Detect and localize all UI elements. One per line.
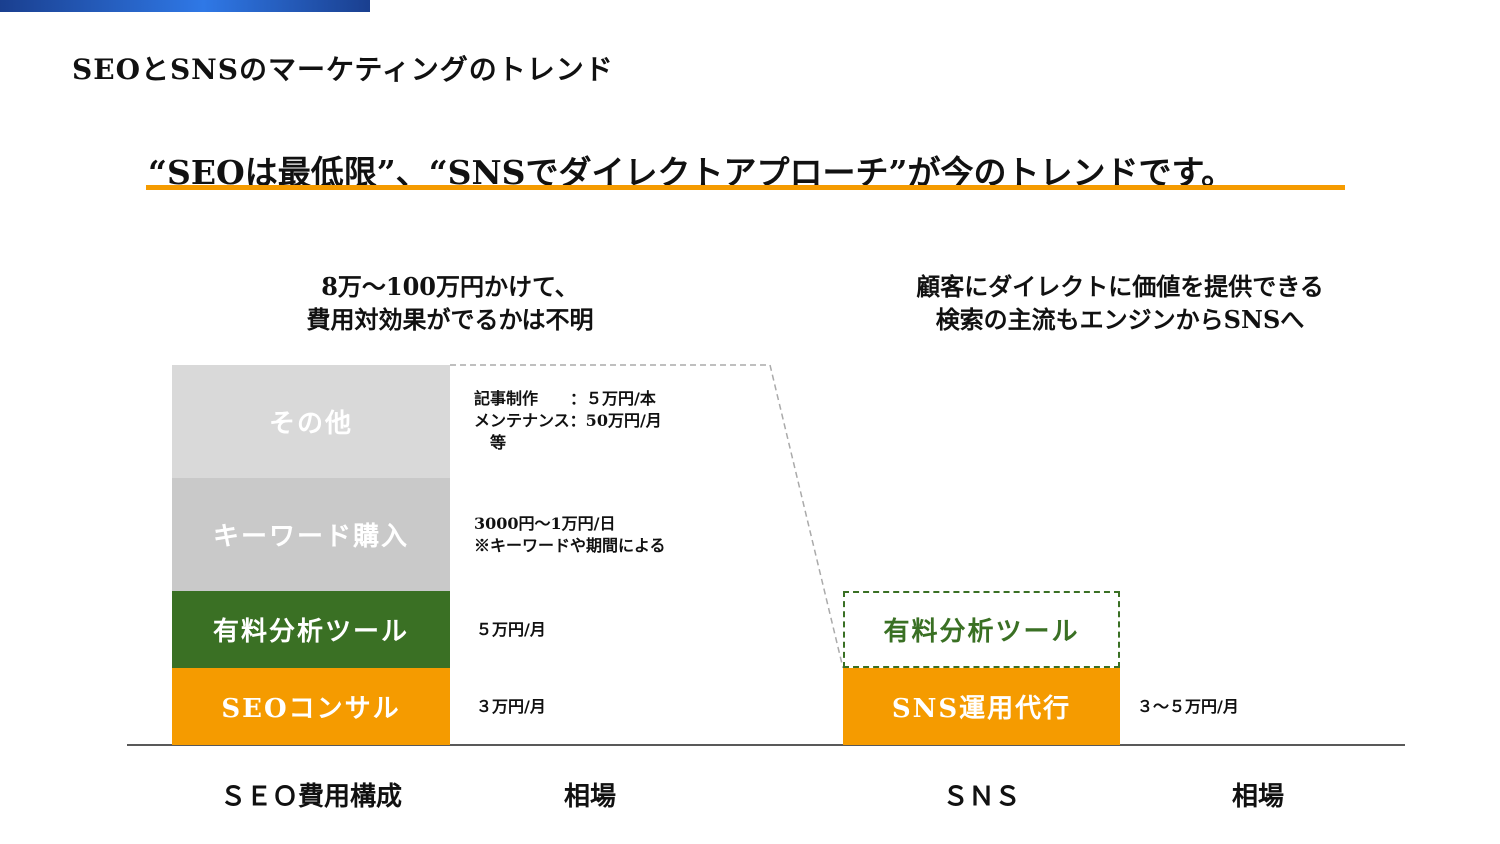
note-line: 3000円～1万円/日 [474,514,616,533]
note-line: 等 [474,433,507,452]
note-other: 記事制作 ：５万円/本 メンテナンス：50万円/月 等 [474,388,662,454]
axis-label-sns-price: 相場 [1231,782,1284,812]
headline-underline [146,185,1345,190]
seo-block-keyword: キーワード購入 [172,478,450,591]
sns-block-agency: SNS運用代行 [843,668,1120,745]
right-caption-line: 検索の主流もエンジンからSNSへ [935,305,1305,334]
seo-block-tool: 有料分析ツール [172,591,450,668]
axis-label-seo: ＳＥＯ費用構成 [219,782,402,812]
note-line: ※キーワードや期間による [474,536,666,555]
right-caption: 顧客にダイレクトに価値を提供できる 検索の主流もエンジンからSNSへ [820,270,1420,336]
note-tool: ５万円/月 [476,620,546,639]
axis-label-sns: ＳＮＳ [942,782,1021,812]
note-consult: ３万円/月 [476,697,546,716]
seo-block-consult: SEOコンサル [172,668,450,745]
left-caption: 8万～100万円かけて、 費用対効果がでるかは不明 [200,270,700,336]
sns-block-tool: 有料分析ツール [843,591,1120,668]
slide-title: SEOとSNSのマーケティングのトレンド [72,53,614,86]
top-accent-bar [0,0,370,12]
note-sns-agency: ３～５万円/月 [1137,697,1239,716]
left-caption-line: 費用対効果がでるかは不明 [306,305,594,334]
note-line: メンテナンス：50万円/月 [474,411,662,430]
left-caption-line: 8万～100万円かけて、 [321,272,579,301]
seo-block-other: その他 [172,365,450,478]
axis-label-seo-price: 相場 [563,782,616,812]
dashed-connector [450,364,844,669]
note-keyword: 3000円～1万円/日 ※キーワードや期間による [474,513,666,557]
note-line: 記事制作 ：５万円/本 [474,389,656,408]
right-caption-line: 顧客にダイレクトに価値を提供できる [916,272,1324,301]
